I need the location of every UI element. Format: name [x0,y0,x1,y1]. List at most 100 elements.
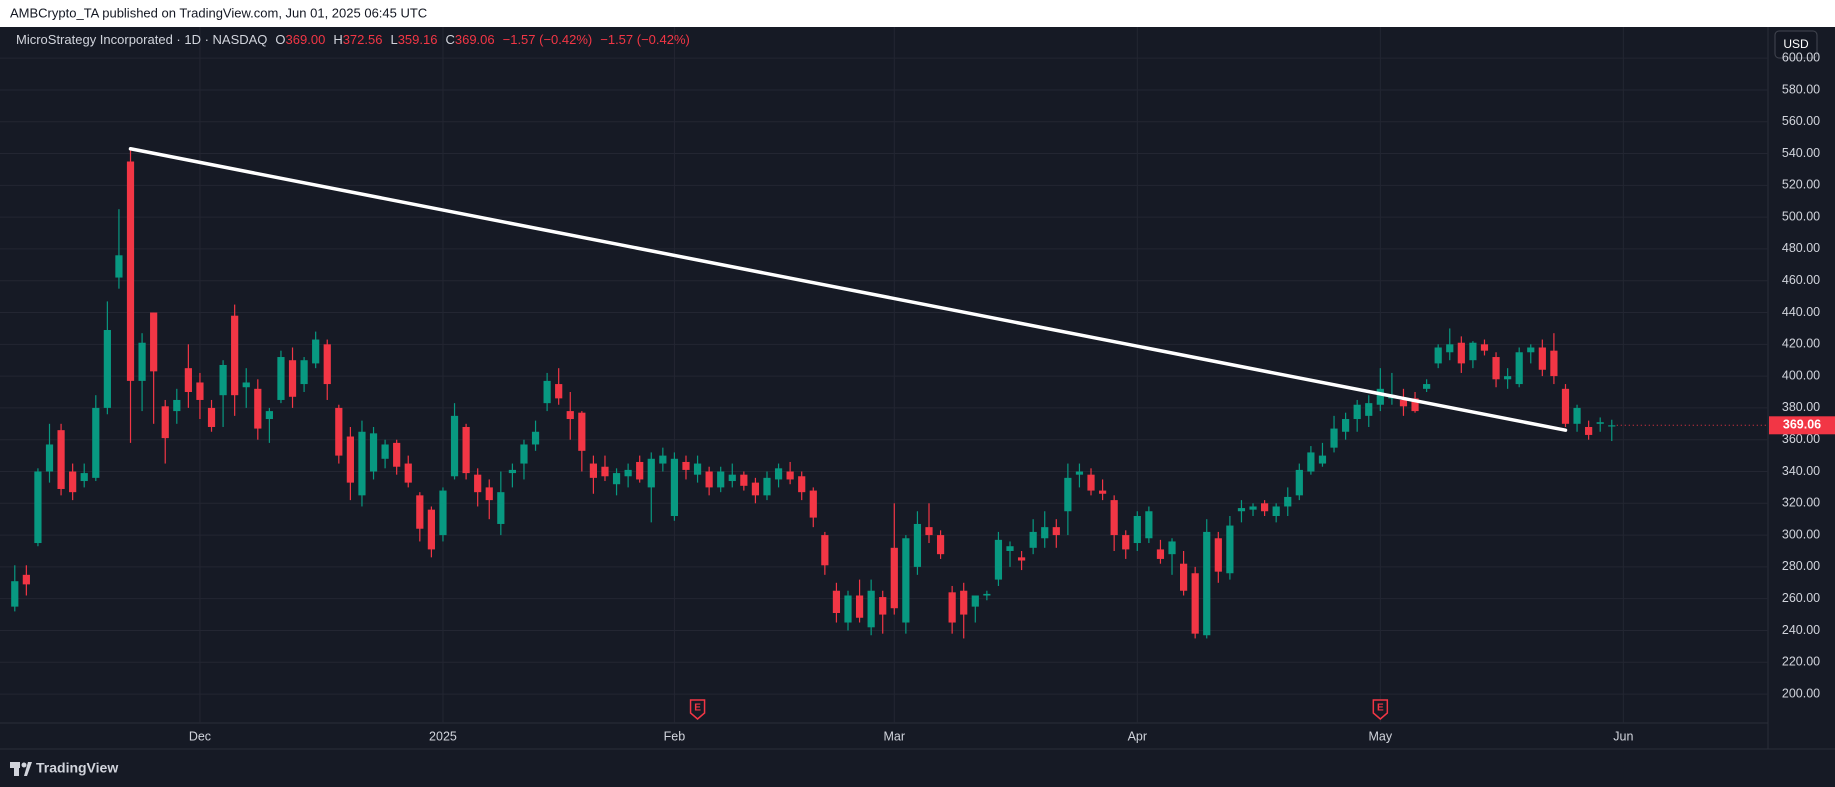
candle-body [1469,342,1477,361]
candle-body [115,255,123,278]
x-tick-label: 2025 [429,729,457,743]
candle-body [69,471,77,493]
candle-body [728,474,736,482]
quote-value: 369.06 [455,32,495,47]
candle-body [254,388,262,429]
candle-body [786,471,794,480]
candle-body [1284,496,1292,507]
candle-body [22,574,30,585]
y-tick-label: 520.00 [1782,178,1820,192]
candle-body [404,463,412,483]
y-tick-label: 360.00 [1782,432,1820,446]
candle-body [416,495,424,529]
quote-label: C [445,32,454,47]
y-tick-label: 440.00 [1782,305,1820,319]
quote-label: L [390,32,397,47]
candle-body [1156,549,1165,559]
candle-body [346,436,354,483]
candle-body [1272,506,1280,517]
candle-body [103,330,111,408]
candle-body [1399,399,1408,407]
candle-body [902,538,910,623]
candle-body [913,523,922,567]
event-marker [689,699,706,720]
candle-body [1133,516,1141,544]
candle-body [867,590,875,628]
candle-body [1608,425,1616,427]
candle-body [1585,426,1593,435]
x-tick-label: Jun [1613,729,1633,743]
candle-body [1145,511,1153,539]
candle-body [1596,422,1604,424]
candle-body [1226,525,1234,574]
y-tick-label: 540.00 [1782,146,1820,160]
y-tick-label: 560.00 [1782,114,1820,128]
quote-value: 369.00 [286,32,326,47]
candle-body [1515,352,1523,385]
y-tick-label: 300.00 [1782,527,1820,541]
candle-body [670,458,679,517]
candle-body [1330,428,1338,448]
currency-label: USD [1783,37,1809,51]
candle-body [173,399,181,412]
currency-button[interactable] [1774,30,1818,59]
y-tick-label: 320.00 [1782,496,1820,510]
candle-body [1434,347,1442,364]
candle-body [855,595,864,618]
candle-body [612,473,621,485]
candle-body [207,407,216,427]
candle-body [879,597,887,615]
candle-body [717,471,725,488]
candle-body [184,368,192,393]
candle-body [1423,384,1431,389]
candle-body [1504,376,1512,380]
trendline [128,147,1568,432]
candle-body [323,344,331,385]
candle-body [1342,419,1350,432]
candle-body [485,487,493,501]
logo-part [10,762,20,768]
candle-body [1087,474,1095,491]
y-tick-label: 600.00 [1782,50,1820,64]
candle-body [219,364,227,396]
candle-body [1365,403,1373,416]
y-tick-label: 580.00 [1782,82,1820,96]
candle-body [439,490,447,536]
candle-body [242,382,250,388]
candle-body [693,463,702,475]
candle-body [1214,538,1222,572]
candle-body [288,360,297,397]
candle-body [1052,527,1060,536]
x-tick-label: Dec [189,729,211,743]
candle-body [265,411,273,420]
candle-body [936,535,945,555]
candle-body [890,547,898,609]
y-tick-label: 460.00 [1782,273,1820,287]
candle-body [1261,503,1269,512]
candle-body [960,590,968,615]
y-tick-label: 280.00 [1782,559,1820,573]
event-label: E [694,703,701,714]
candle-body [578,412,586,451]
candle-body [300,360,308,385]
candle-body [1561,388,1570,424]
candle-body [1307,452,1315,472]
candle-body [462,426,470,474]
candle-body [508,469,516,474]
candle-body [11,581,19,607]
candle-body [809,490,817,518]
candle-body [948,592,956,623]
candle-body [798,476,806,493]
chart-header: MicroStrategy Incorporated · 1D · NASDAQ… [16,32,690,47]
candle-body [1411,398,1419,412]
candle-body [1029,531,1037,548]
candle-body [740,474,748,486]
y-tick-label: 380.00 [1782,400,1820,414]
candle-body [1041,527,1049,539]
candle-body [566,411,574,420]
candle-body [1527,347,1535,353]
candle-body [57,430,65,489]
candle-body [1006,546,1014,551]
